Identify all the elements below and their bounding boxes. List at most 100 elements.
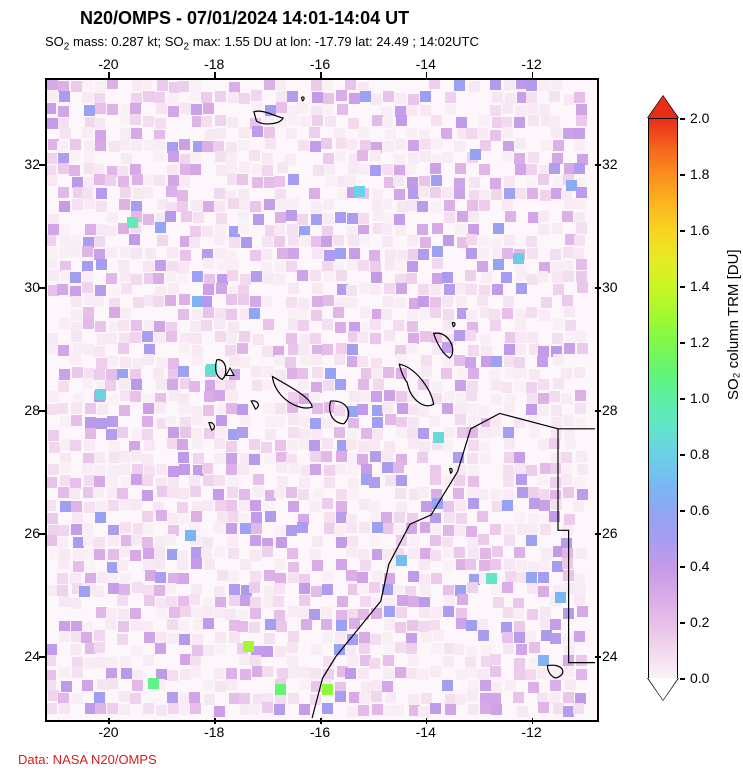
heatmap-cell [336,451,347,462]
heatmap-cell [287,402,298,413]
heatmap-cell [348,163,359,174]
heatmap-cell [215,632,226,643]
heatmap-cell [372,680,383,691]
heatmap-cell [373,210,384,221]
heatmap-cell [491,238,502,249]
heatmap-cell [153,296,164,307]
heatmap-cell [564,514,575,525]
heatmap-cell [120,271,131,282]
heatmap-cell [82,246,93,257]
heatmap-cell [79,586,90,597]
heatmap-cell [46,644,57,655]
y-tick-label: 32 [16,156,40,172]
heatmap-cell [178,573,189,584]
heatmap-cell [493,259,504,270]
heatmap-cell [359,693,370,704]
heatmap-cell [455,163,466,174]
heatmap-cell [275,370,286,381]
heatmap-cell [358,705,369,716]
heatmap-cell [47,91,58,102]
heatmap-cell [576,259,587,270]
heatmap-cell [347,428,358,439]
heatmap-cell [119,704,130,715]
heatmap-cell [515,344,526,355]
heatmap-cell [239,162,250,173]
heatmap-cell [180,164,191,175]
heatmap-cell [71,310,82,321]
heatmap-cell [408,596,419,607]
heatmap-cell [95,703,106,714]
heatmap-cell [106,333,117,344]
heatmap-cell [298,320,309,331]
heatmap-cell [252,126,263,137]
heatmap-cell [275,79,286,90]
heatmap-cell [490,559,501,570]
heatmap-cell [442,680,453,691]
heatmap-cell [178,262,189,273]
heatmap-cell [69,150,80,161]
heatmap-cell [84,561,95,572]
heatmap-cell [109,307,120,318]
heatmap-cell [168,633,179,644]
heatmap-cell [502,308,513,319]
heatmap-cell [526,236,537,247]
heatmap-cell [418,621,429,632]
heatmap-cell [514,452,525,463]
heatmap-cell [265,429,276,440]
heatmap-cell [469,177,480,188]
heatmap-cell [105,380,116,391]
heatmap-cell [551,405,562,416]
heatmap-cell [576,451,587,462]
heatmap-cell [373,379,384,390]
heatmap-cell [153,273,164,284]
heatmap-cell [226,464,237,475]
heatmap-cell [131,248,142,259]
heatmap-cell [336,270,347,281]
heatmap-cell [455,694,466,705]
heatmap-cell [381,309,392,320]
heatmap-cell [550,680,561,691]
heatmap-cell [443,547,454,558]
heatmap-cell [418,428,429,439]
heatmap-cell [154,175,165,186]
heatmap-cell [253,334,264,345]
heatmap-cell [562,295,573,306]
heatmap-cell [120,357,131,368]
heatmap-cell [215,248,226,259]
heatmap-cell [382,462,393,473]
heatmap-cell [561,474,572,485]
heatmap-cell [430,284,441,295]
heatmap-cell [468,416,479,427]
heatmap-cell [251,90,262,101]
heatmap-cell [57,141,68,152]
heatmap-cell [69,165,80,176]
heatmap-cell [46,258,57,269]
heatmap-cell [453,488,464,499]
heatmap-cell [480,427,491,438]
heatmap-cell [563,128,574,139]
heatmap-cell [527,248,538,259]
heatmap-cell [575,390,586,401]
heatmap-cell [120,247,131,258]
heatmap-cell [336,489,347,500]
heatmap-cell [95,103,106,114]
heatmap-cell [357,572,368,583]
heatmap-cell [70,272,81,283]
heatmap-cell [347,655,358,666]
heatmap-cell [420,91,431,102]
x-tick-label: -12 [517,56,547,72]
heatmap-cell [226,142,237,153]
heatmap-cell [71,524,82,535]
heatmap-cell [564,343,575,354]
heatmap-cell [203,201,214,212]
heatmap-cell [574,212,585,223]
heatmap-cell [324,271,335,282]
heatmap-cell [96,501,107,512]
heatmap-cell [238,211,249,222]
heatmap-cell [70,354,81,365]
heatmap-cell [445,92,456,103]
heatmap-cell [252,102,263,113]
heatmap-cell [274,176,285,187]
heatmap-cell [514,669,525,680]
x-tick-label: -14 [411,724,441,740]
